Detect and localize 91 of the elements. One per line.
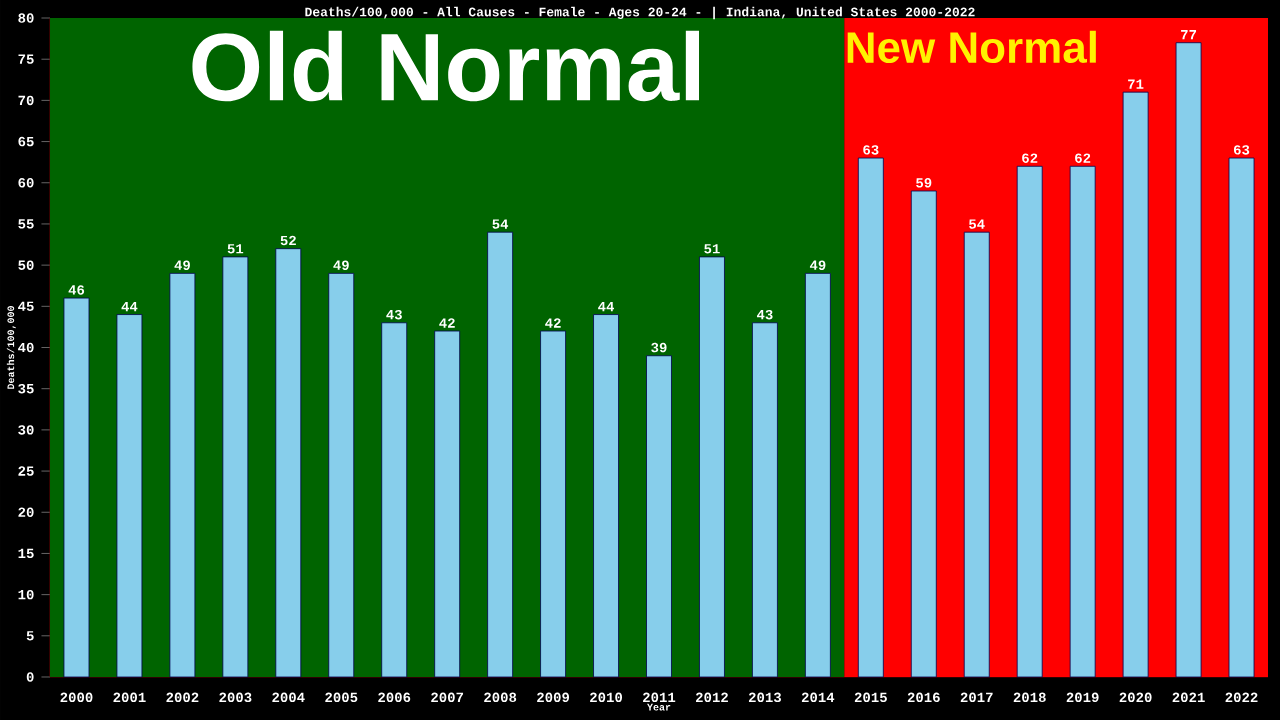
y-tick-label: 15 [18, 548, 34, 559]
data-label: 42 [439, 318, 455, 328]
bar [116, 314, 143, 678]
bar [910, 190, 937, 678]
x-tick-label: 2007 [431, 692, 464, 703]
bar [857, 157, 884, 678]
bar [646, 355, 672, 678]
bar [804, 272, 831, 678]
y-tick-label: 20 [18, 507, 34, 517]
y-tick-label: 25 [18, 466, 34, 476]
y-tick-label: 75 [18, 54, 34, 64]
data-label: 59 [916, 178, 932, 188]
data-label: 63 [1233, 145, 1250, 155]
bar [1122, 91, 1149, 678]
bar [328, 272, 355, 678]
y-tick-label: 40 [18, 342, 34, 353]
data-label: 62 [1022, 153, 1038, 163]
band-label: New Normal [847, 30, 1096, 64]
data-label: 49 [174, 260, 190, 270]
bar [540, 330, 566, 678]
x-tick-label: 2019 [1066, 692, 1099, 703]
x-tick-label: 2021 [1172, 692, 1205, 703]
bar [1228, 157, 1255, 678]
data-label: 63 [863, 145, 879, 155]
data-label: 42 [545, 318, 561, 328]
bar [434, 330, 461, 678]
y-tick-label: 5 [26, 631, 34, 641]
y-axis-title: Deaths/100,000 [6, 306, 16, 389]
x-axis-title: Year [647, 703, 671, 711]
x-tick-label: 2001 [113, 692, 146, 703]
chart-title: Deaths/100,000 - All Causes - Female - Ages 20-24 - | Indiana, United States 2000-2022 [305, 6, 975, 20]
y-tick-label: 60 [18, 178, 34, 188]
x-tick-label: 2011 [643, 692, 676, 703]
data-label: 62 [1075, 153, 1091, 163]
bar [487, 231, 514, 678]
data-label: 54 [492, 219, 509, 229]
x-tick-label: 2022 [1225, 692, 1258, 703]
x-tick-label: 2010 [590, 692, 623, 703]
y-tick-label: 80 [18, 13, 34, 23]
x-tick-label: 2017 [960, 692, 993, 703]
x-tick-label: 2018 [1013, 692, 1046, 703]
data-label: 43 [386, 309, 402, 320]
data-label: 43 [756, 309, 773, 320]
x-tick-label: 2000 [60, 692, 93, 703]
bar [63, 297, 90, 678]
data-label: 54 [969, 219, 985, 229]
x-tick-label: 2009 [537, 692, 570, 703]
x-tick-label: 2012 [696, 692, 728, 703]
x-tick-label: 2003 [219, 692, 252, 703]
x-tick-label: 2005 [325, 692, 358, 703]
data-label: 52 [280, 235, 296, 246]
y-tick-label: 50 [18, 260, 34, 270]
y-tick-label: 45 [18, 301, 34, 311]
y-tick-label: 35 [18, 383, 34, 394]
x-tick-label: 2006 [378, 692, 411, 703]
x-tick-label: 2004 [272, 692, 305, 703]
data-label: 49 [809, 260, 826, 270]
data-label: 51 [704, 244, 720, 254]
bar [1016, 165, 1043, 678]
data-label: 71 [1128, 79, 1144, 89]
y-tick-label: 70 [18, 95, 34, 106]
bar [169, 272, 196, 678]
y-tick-label: 30 [18, 425, 34, 435]
x-tick-label: 2014 [801, 692, 835, 703]
bar [275, 248, 302, 678]
bar [222, 256, 249, 678]
bar [381, 322, 408, 678]
x-tick-label: 2016 [907, 692, 940, 703]
bar [963, 231, 990, 678]
y-tick-label: 65 [18, 136, 34, 147]
bar [593, 314, 619, 678]
x-tick-label: 2002 [166, 692, 199, 703]
bar [1175, 42, 1202, 678]
x-tick-label: 2015 [854, 692, 887, 703]
data-label: 46 [68, 285, 85, 295]
data-label: 49 [333, 260, 349, 270]
x-tick-label: 2008 [484, 692, 517, 703]
band-label: Old Normal [192, 30, 700, 102]
data-label: 77 [1181, 30, 1197, 40]
x-tick-label: 2020 [1119, 692, 1152, 703]
data-label: 51 [227, 244, 244, 254]
y-tick-label: 0 [26, 672, 34, 682]
bar [752, 322, 778, 678]
data-label: 44 [121, 301, 138, 312]
data-label: 44 [598, 301, 615, 312]
bar [699, 256, 725, 678]
bar [1069, 165, 1096, 678]
x-tick-label: 2013 [748, 692, 781, 703]
data-label: 39 [651, 342, 667, 353]
y-tick-label: 55 [18, 219, 34, 229]
y-tick-label: 10 [18, 589, 34, 600]
